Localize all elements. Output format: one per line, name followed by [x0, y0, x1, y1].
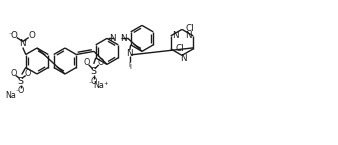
Text: ⁻: ⁻: [9, 32, 13, 39]
Text: Na: Na: [5, 91, 16, 100]
Text: O: O: [28, 31, 35, 40]
Text: N: N: [20, 39, 26, 48]
Text: Cl: Cl: [175, 44, 184, 53]
Text: +: +: [103, 81, 108, 86]
Text: S: S: [18, 77, 24, 86]
Text: S: S: [91, 67, 97, 76]
Text: O: O: [18, 86, 24, 95]
Text: I: I: [130, 64, 132, 70]
Text: O: O: [10, 31, 17, 40]
Text: N: N: [180, 54, 186, 63]
Text: N: N: [186, 31, 192, 40]
Text: O: O: [98, 58, 104, 67]
Text: I: I: [129, 62, 131, 68]
Text: Cl: Cl: [186, 24, 194, 33]
Text: O: O: [10, 69, 17, 78]
Text: O: O: [83, 58, 90, 67]
Text: N: N: [126, 49, 133, 58]
Text: O: O: [91, 77, 97, 86]
Text: ⁻: ⁻: [89, 81, 93, 87]
Text: N: N: [109, 34, 116, 43]
Text: ⁻: ⁻: [16, 89, 20, 96]
Text: Na: Na: [93, 81, 104, 90]
Text: N: N: [172, 31, 178, 40]
Text: O: O: [25, 69, 31, 78]
Text: N: N: [120, 34, 127, 43]
Text: +: +: [23, 38, 27, 43]
